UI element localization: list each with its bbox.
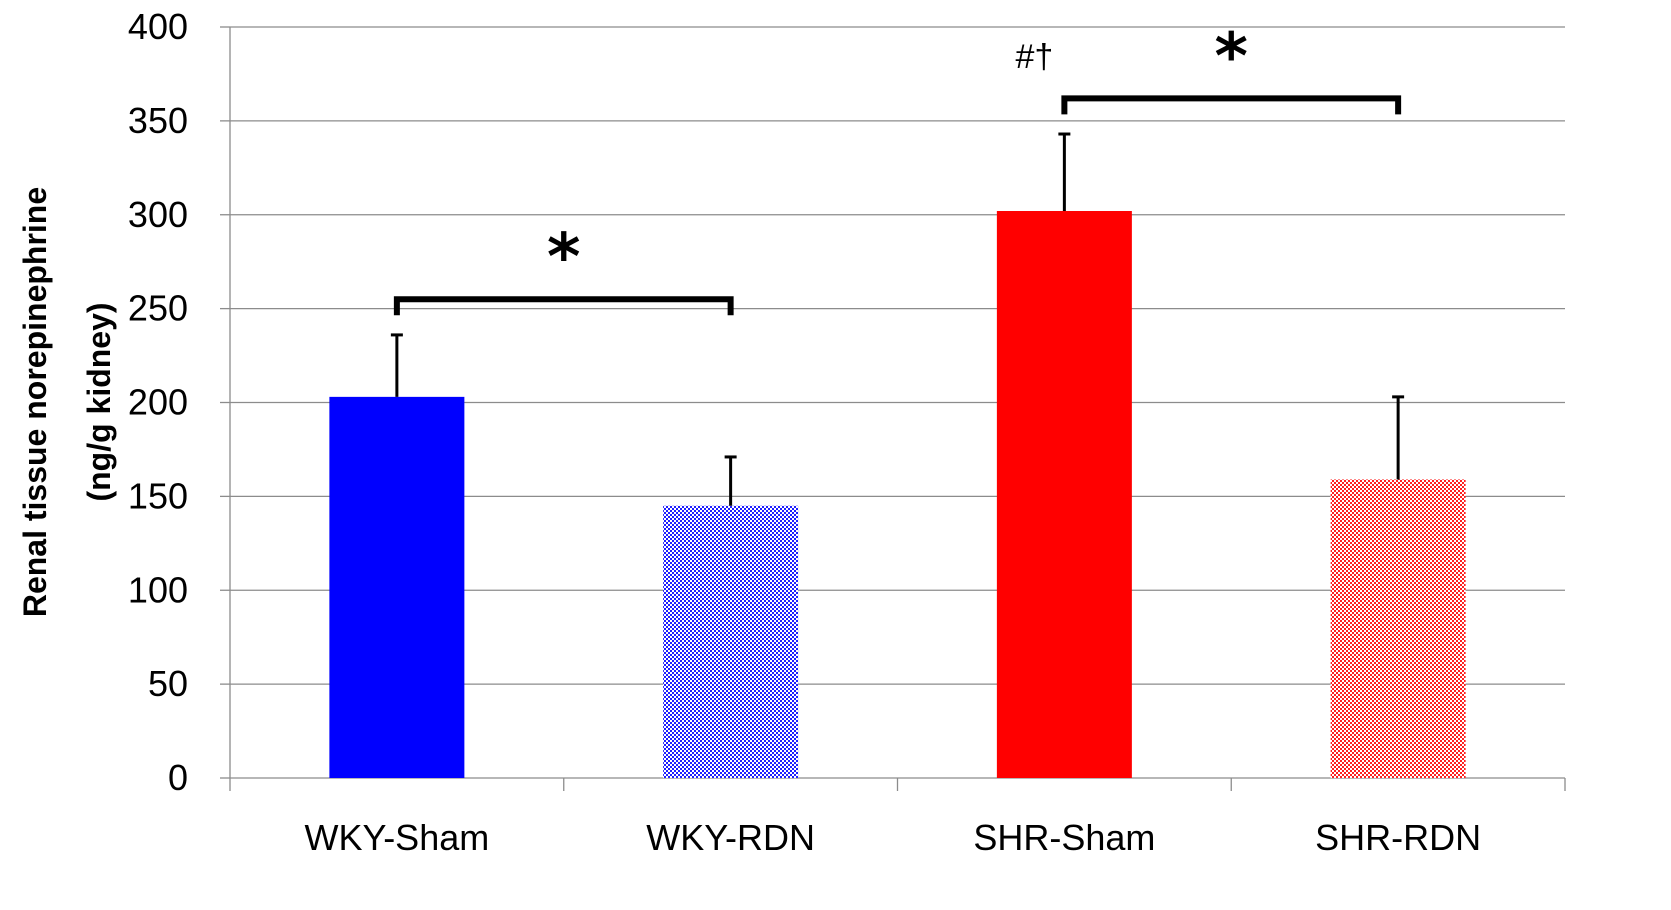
x-tick-label: SHR-Sham [973, 817, 1155, 858]
x-tick-label: SHR-RDN [1315, 817, 1481, 858]
significance-star: * [1215, 20, 1248, 94]
bar-wky-rdn [663, 505, 799, 778]
significance-bracket [393, 296, 734, 316]
y-tick-label: 200 [128, 382, 188, 423]
y-tick-label: 0 [168, 757, 188, 798]
labels: 0 50 100 150 200 250 300 350 400 WKY-Sham WKY-RDN S… [17, 6, 1481, 858]
y-axis-title: Renal tissue norepinephrine [17, 187, 53, 617]
bar-shr-rdn [1330, 479, 1466, 778]
y-tick-label: 100 [128, 569, 188, 610]
significance-bracket [1061, 95, 1402, 115]
y-tick-label: 400 [128, 6, 188, 47]
significance-star: * [547, 221, 580, 295]
bars [329, 132, 1466, 778]
bar-shr-sham [996, 210, 1132, 778]
hash-dagger-mark: #† [1015, 38, 1053, 76]
x-tick-label: WKY-Sham [305, 817, 490, 858]
y-axis-title-units: (ng/g kidney) [81, 302, 117, 501]
y-tick-label: 300 [128, 194, 188, 235]
y-tick-label: 50 [148, 663, 188, 704]
annotations: * * #† [393, 20, 1402, 316]
y-tick-label: 150 [128, 475, 188, 516]
bar-wky-sham [329, 396, 465, 778]
y-tick-label: 350 [128, 100, 188, 141]
x-tick-label: WKY-RDN [646, 817, 815, 858]
y-tick-label: 250 [128, 288, 188, 329]
